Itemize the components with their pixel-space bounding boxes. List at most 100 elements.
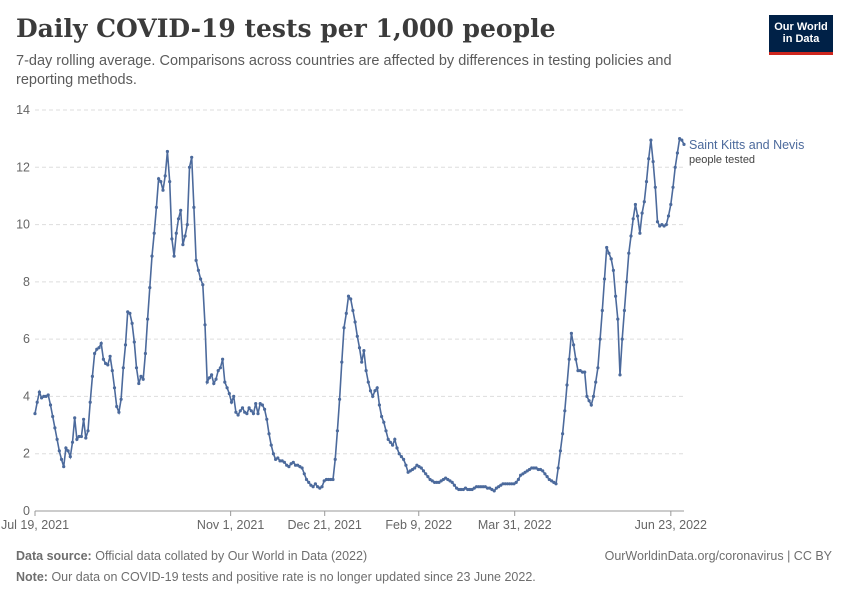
data-point[interactable] xyxy=(647,157,651,161)
data-point[interactable] xyxy=(154,205,158,209)
data-point[interactable] xyxy=(335,429,339,433)
data-point[interactable] xyxy=(413,466,417,470)
data-point[interactable] xyxy=(516,477,521,482)
data-point[interactable] xyxy=(346,294,351,298)
data-point[interactable] xyxy=(675,151,680,155)
data-point[interactable] xyxy=(636,214,640,218)
data-point[interactable] xyxy=(541,469,545,473)
data-point[interactable] xyxy=(141,377,145,381)
data-point[interactable] xyxy=(397,452,401,456)
data-point[interactable] xyxy=(377,403,381,407)
data-point[interactable] xyxy=(355,334,359,338)
data-point[interactable] xyxy=(382,420,386,424)
data-point[interactable] xyxy=(664,223,668,227)
data-point[interactable] xyxy=(532,466,536,470)
data-point[interactable] xyxy=(600,308,604,313)
data-point[interactable] xyxy=(108,354,112,358)
data-point[interactable] xyxy=(682,142,686,146)
data-point[interactable] xyxy=(214,377,218,381)
data-point[interactable] xyxy=(46,393,50,397)
data-point[interactable] xyxy=(649,138,653,142)
data-point[interactable] xyxy=(327,477,331,482)
data-point[interactable] xyxy=(176,217,181,221)
data-point[interactable] xyxy=(644,180,649,184)
data-point[interactable] xyxy=(468,487,472,492)
data-point[interactable] xyxy=(260,403,264,407)
data-point[interactable] xyxy=(82,417,86,421)
data-point[interactable] xyxy=(399,455,403,459)
data-point[interactable] xyxy=(238,409,242,413)
data-point[interactable] xyxy=(503,482,507,486)
data-point[interactable] xyxy=(234,410,238,414)
data-point[interactable] xyxy=(545,475,549,479)
data-point[interactable] xyxy=(366,380,370,384)
data-point[interactable] xyxy=(671,185,675,189)
data-point[interactable] xyxy=(163,174,167,178)
data-point[interactable] xyxy=(508,482,512,486)
data-point[interactable] xyxy=(547,477,551,482)
data-point[interactable] xyxy=(132,340,136,344)
data-point[interactable] xyxy=(229,400,234,404)
data-point[interactable] xyxy=(181,243,185,247)
data-point[interactable] xyxy=(364,369,368,373)
data-point[interactable] xyxy=(271,452,275,456)
data-point[interactable] xyxy=(207,376,211,380)
data-point[interactable] xyxy=(360,360,364,364)
data-point[interactable] xyxy=(86,429,90,433)
data-point[interactable] xyxy=(536,467,540,472)
data-point[interactable] xyxy=(481,485,485,489)
data-point[interactable] xyxy=(609,257,613,261)
data-point[interactable] xyxy=(99,341,103,345)
data-point[interactable] xyxy=(338,397,342,401)
data-point[interactable] xyxy=(625,280,629,284)
data-point[interactable] xyxy=(333,457,337,461)
data-point[interactable] xyxy=(424,472,428,476)
data-point[interactable] xyxy=(139,374,143,378)
data-point[interactable] xyxy=(115,404,119,409)
data-point[interactable] xyxy=(543,472,547,476)
data-point[interactable] xyxy=(179,208,183,212)
data-point[interactable] xyxy=(450,480,454,484)
data-point[interactable] xyxy=(152,231,156,235)
data-point[interactable] xyxy=(375,386,379,390)
data-point[interactable] xyxy=(247,406,251,410)
data-point[interactable] xyxy=(669,202,673,207)
data-point[interactable] xyxy=(223,380,227,384)
data-point[interactable] xyxy=(633,202,638,207)
data-point[interactable] xyxy=(190,155,194,159)
data-point[interactable] xyxy=(307,480,311,484)
data-point[interactable] xyxy=(433,480,437,484)
data-point[interactable] xyxy=(159,180,163,184)
data-point[interactable] xyxy=(304,477,309,482)
data-point[interactable] xyxy=(651,160,655,164)
data-point[interactable] xyxy=(269,443,273,447)
data-point[interactable] xyxy=(492,489,496,493)
data-point[interactable] xyxy=(112,386,117,390)
data-point[interactable] xyxy=(119,397,123,401)
data-point[interactable] xyxy=(485,486,490,490)
data-point[interactable] xyxy=(351,308,355,313)
data-point[interactable] xyxy=(353,320,357,324)
data-point[interactable] xyxy=(490,487,494,492)
data-point[interactable] xyxy=(371,394,375,398)
data-point[interactable] xyxy=(320,485,324,489)
data-point[interactable] xyxy=(93,351,97,356)
data-point[interactable] xyxy=(373,389,377,393)
data-point[interactable] xyxy=(342,326,346,330)
legend-series-name[interactable]: Saint Kitts and Nevis xyxy=(689,138,804,152)
data-point[interactable] xyxy=(185,223,189,227)
data-point[interactable] xyxy=(653,185,657,189)
data-point[interactable] xyxy=(70,440,75,444)
data-point[interactable] xyxy=(607,251,611,255)
data-point[interactable] xyxy=(66,449,70,453)
data-point[interactable] xyxy=(134,366,139,370)
data-point[interactable] xyxy=(51,414,55,419)
data-point[interactable] xyxy=(331,477,335,482)
data-point[interactable] xyxy=(565,383,569,387)
data-point[interactable] xyxy=(578,369,582,373)
data-point[interactable] xyxy=(598,337,602,341)
data-point[interactable] xyxy=(245,412,249,416)
data-point[interactable] xyxy=(602,277,607,281)
data-point[interactable] xyxy=(666,214,671,218)
data-point[interactable] xyxy=(421,469,426,473)
